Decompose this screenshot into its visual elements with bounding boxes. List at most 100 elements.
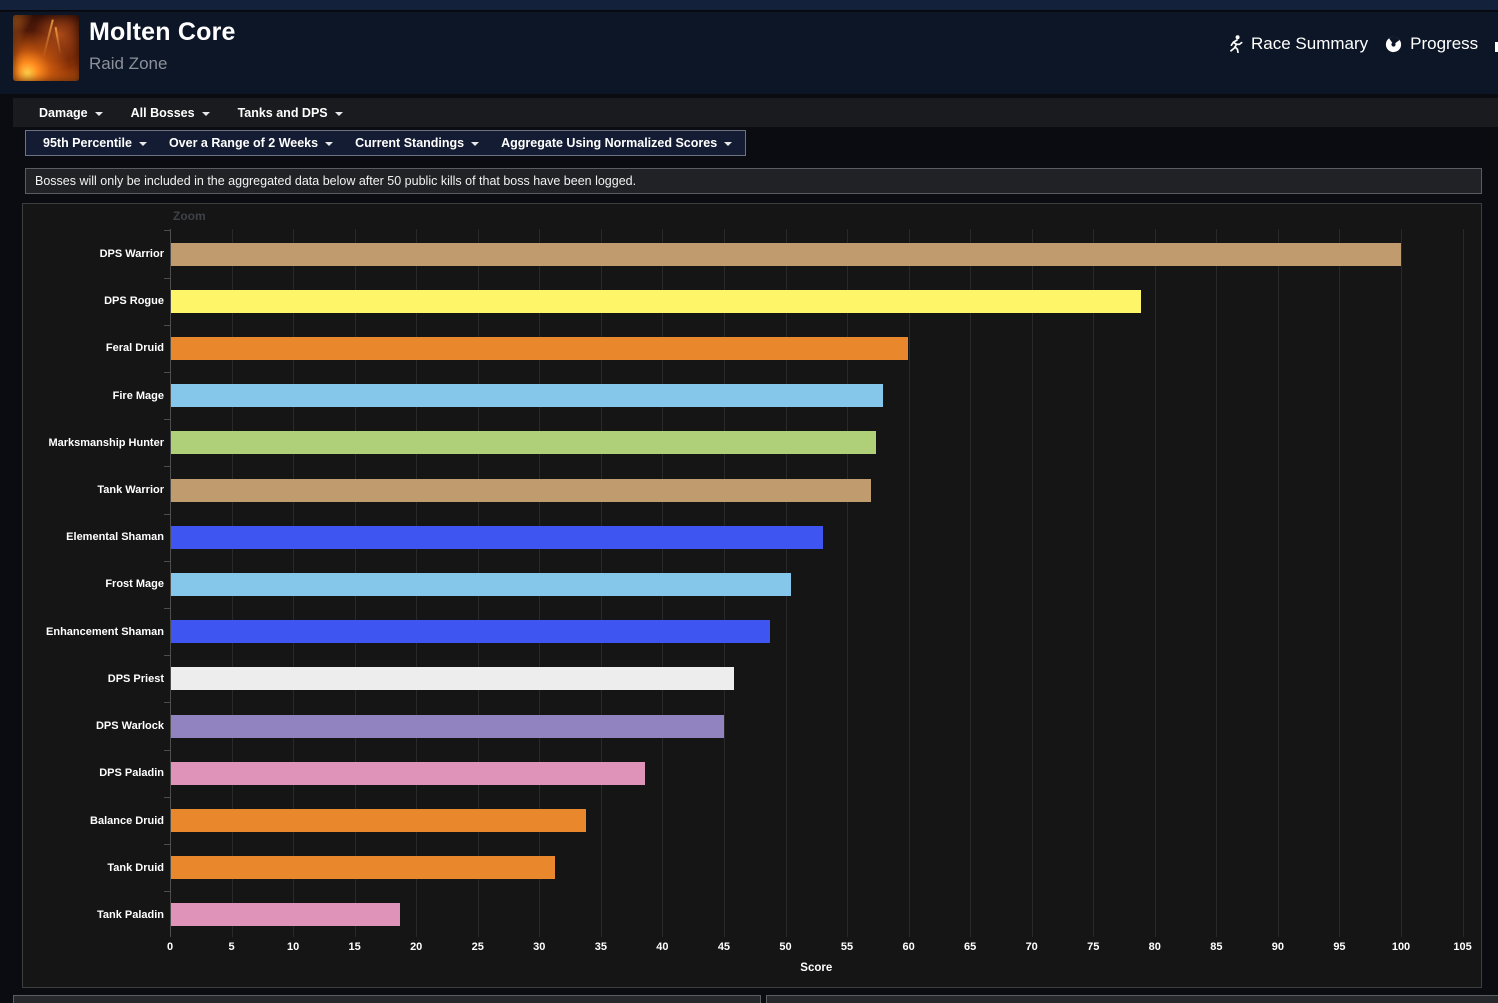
category-tick <box>164 608 170 610</box>
category-tick <box>164 796 170 798</box>
gridline <box>1401 229 1402 937</box>
category-tick <box>164 749 170 751</box>
category-label: DPS Priest <box>107 672 164 685</box>
nav-damage-dropdown[interactable]: Damage <box>25 98 117 127</box>
category-tick <box>164 891 170 893</box>
x-tick-label: 5 <box>228 941 235 953</box>
x-tick-label: 45 <box>717 941 731 953</box>
filter-standings-dropdown[interactable]: Current Standings <box>344 131 490 155</box>
category-label: DPS Rogue <box>104 295 164 308</box>
statistics-link[interactable] <box>1495 36 1498 52</box>
bar-dps-warrior[interactable] <box>171 242 1401 266</box>
gridline <box>908 229 910 937</box>
category-label: Tank Druid <box>107 861 164 874</box>
bar-elemental-shaman[interactable] <box>171 525 824 549</box>
caret-down-icon <box>94 111 103 116</box>
zone-header: Molten Core Raid Zone Race Summary Progr… <box>0 12 1498 94</box>
filter-range-label: Over a Range of 2 Weeks <box>168 136 319 150</box>
category-label: Marksmanship Hunter <box>48 436 164 449</box>
x-tick-label: 15 <box>348 941 361 953</box>
x-tick-label: 85 <box>1210 941 1223 953</box>
x-tick-label: 25 <box>471 941 484 953</box>
top-strip <box>0 0 1498 11</box>
category-tick <box>164 324 170 326</box>
gridline <box>1031 229 1033 937</box>
bar-fire-mage[interactable] <box>171 384 883 408</box>
nav-all-bosses-dropdown[interactable]: All Bosses <box>117 98 224 127</box>
header-links: Race Summary Progress <box>1228 34 1498 54</box>
gridline <box>1277 229 1279 937</box>
zone-titles: Molten Core Raid Zone <box>89 18 236 74</box>
x-tick-label: 95 <box>1333 941 1346 953</box>
x-tick-label: 50 <box>779 941 792 953</box>
x-tick-label: 100 <box>1391 941 1411 953</box>
category-label: Enhancement Shaman <box>46 625 164 638</box>
filter-percentile-dropdown[interactable]: 95th Percentile <box>32 131 158 155</box>
bottom-panel-left <box>13 995 761 1003</box>
x-tick-label: 30 <box>533 941 546 953</box>
x-tick-label: 80 <box>1148 941 1161 953</box>
race-summary-link[interactable]: Race Summary <box>1228 34 1368 54</box>
gridline <box>1216 229 1218 937</box>
x-tick-label: 0 <box>166 941 174 953</box>
globe-icon <box>1386 36 1402 52</box>
category-label: Feral Druid <box>105 342 164 355</box>
caret-down-icon <box>201 111 210 116</box>
bar-tank-paladin[interactable] <box>171 903 400 927</box>
x-tick-label: 20 <box>410 941 423 953</box>
race-summary-label: Race Summary <box>1251 34 1369 53</box>
nav-tanks-and-dps-label: Tanks and DPS <box>237 105 328 120</box>
x-tick-label: 10 <box>286 941 300 953</box>
x-axis-title: Score <box>800 962 833 974</box>
category-tick <box>164 513 170 515</box>
nav-damage-label: Damage <box>39 105 88 120</box>
gridline <box>1339 229 1341 937</box>
gridline <box>847 229 849 937</box>
filter-aggregate-label: Aggregate Using Normalized Scores <box>501 136 718 150</box>
bar-dps-paladin[interactable] <box>171 761 645 785</box>
runner-icon <box>1230 35 1243 53</box>
filter-percentile-label: 95th Percentile <box>43 136 132 150</box>
filter-aggregate-dropdown[interactable]: Aggregate Using Normalized Scores <box>490 131 743 155</box>
nav-tanks-and-dps-dropdown[interactable]: Tanks and DPS <box>224 98 357 127</box>
bar-enhancement-shaman[interactable] <box>171 620 771 644</box>
bar-marksmanship-hunter[interactable] <box>171 431 877 455</box>
category-label: Elemental Shaman <box>66 531 164 544</box>
lava-streak <box>42 19 54 59</box>
category-tick <box>164 419 170 421</box>
gridline <box>1093 229 1095 937</box>
category-label: DPS Warrior <box>99 248 164 260</box>
bar-frost-mage[interactable] <box>171 572 792 596</box>
category-label: DPS Paladin <box>99 767 164 780</box>
progress-link[interactable]: Progress <box>1385 34 1478 54</box>
category-label: DPS Warlock <box>95 720 164 733</box>
bar-dps-warlock[interactable] <box>171 714 724 738</box>
nav-all-bosses-label: All Bosses <box>130 105 195 120</box>
y-axis-line <box>170 229 171 937</box>
category-tick <box>164 560 170 562</box>
primary-nav: Damage All Bosses Tanks and DPS <box>13 98 1498 127</box>
bar-feral-druid[interactable] <box>171 336 909 360</box>
gridline <box>1154 229 1156 937</box>
bar-chart-icon <box>1495 42 1498 52</box>
caret-down-icon <box>724 142 733 146</box>
gridline <box>1462 229 1464 937</box>
category-tick <box>164 372 170 374</box>
bottom-panel-right <box>766 995 1498 1003</box>
bar-tank-warrior[interactable] <box>171 478 872 502</box>
category-tick <box>164 844 170 846</box>
page-subtitle: Raid Zone <box>89 54 168 73</box>
category-tick <box>164 466 170 468</box>
x-tick-label: 60 <box>902 941 915 953</box>
bar-dps-rogue[interactable] <box>171 289 1142 313</box>
bar-dps-priest[interactable] <box>171 667 734 691</box>
bar-balance-druid[interactable] <box>171 809 586 833</box>
bar-tank-druid[interactable] <box>171 856 556 880</box>
chart-zoom-label: Zoom <box>173 209 206 223</box>
x-tick-label: 65 <box>964 941 977 953</box>
category-tick <box>164 277 170 279</box>
x-tick-label: 35 <box>594 941 607 953</box>
notice-bar: Bosses will only be included in the aggr… <box>25 168 1482 194</box>
filter-range-dropdown[interactable]: Over a Range of 2 Weeks <box>158 131 344 155</box>
